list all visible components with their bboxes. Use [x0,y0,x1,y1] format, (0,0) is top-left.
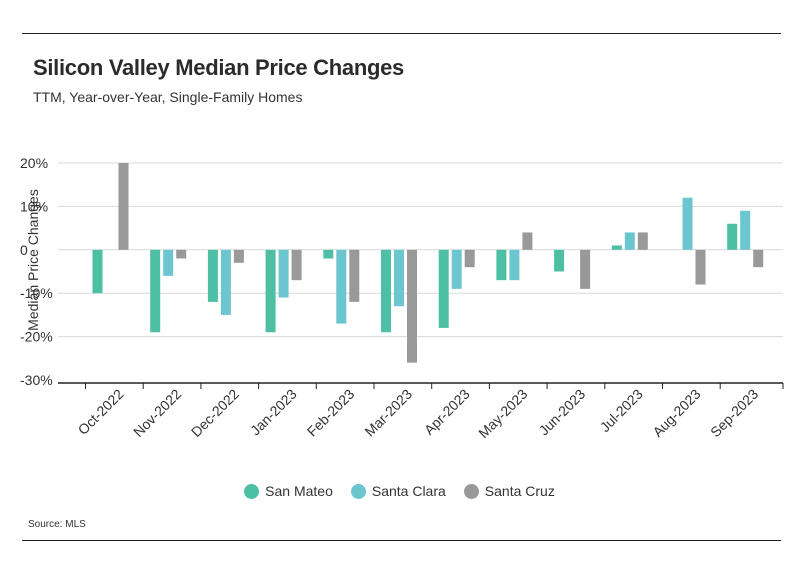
y-tick-label: 0 [20,242,28,258]
bar-santa-clara-may-2023 [509,249,520,281]
source-note: Source: MLS [28,519,86,530]
legend-label-santa-clara: Santa Clara [371,483,446,499]
legend-label-santa-cruz: Santa Cruz [484,483,555,499]
x-tick-label: Jun-2023 [536,386,589,439]
x-tick-label: Sep-2023 [707,386,761,440]
bar-san-mateo-feb-2023 [323,249,334,259]
bar-santa-cruz-apr-2023 [464,249,475,268]
legend-item-santa-cruz[interactable]: Santa Cruz [463,483,555,499]
chart-title: Silicon Valley Median Price Changes [33,55,404,80]
bar-santa-cruz-nov-2022 [176,249,187,259]
legend-swatch-santa-cruz [463,483,479,499]
x-tick-label: Oct-2022 [75,386,127,438]
bar-santa-cruz-jul-2023 [637,232,648,250]
bar-santa-cruz-feb-2023 [349,249,360,302]
y-tick-label: -10% [20,285,53,301]
x-tick-label: Nov-2022 [130,386,184,440]
legend-item-san-mateo[interactable]: San Mateo [244,483,333,499]
bar-santa-clara-sep-2023 [740,210,751,250]
bar-santa-cruz-oct-2022 [118,163,129,250]
bar-san-mateo-oct-2022 [92,249,103,294]
x-tick-label: Aug-2023 [649,386,703,440]
bar-santa-cruz-jun-2023 [580,249,591,289]
bar-santa-cruz-dec-2022 [233,249,244,263]
bar-san-mateo-sep-2023 [727,223,738,250]
chart-subtitle: TTM, Year-over-Year, Single-Family Homes [33,89,303,105]
bar-santa-clara-nov-2022 [163,249,174,276]
x-tick-label: Jul-2023 [597,386,646,435]
bar-santa-cruz-may-2023 [522,232,533,250]
bar-san-mateo-nov-2022 [150,249,161,333]
bar-santa-clara-mar-2023 [394,249,404,307]
x-tick-label: May-2023 [475,386,530,441]
y-tick-label: -20% [20,329,53,345]
x-tick-label: Mar-2023 [361,386,415,440]
bar-santa-clara-jan-2023 [278,249,289,298]
legend-swatch-san-mateo [244,483,260,499]
bar-santa-cruz-mar-2023 [407,249,417,363]
x-tick-label: Dec-2022 [188,386,242,440]
bar-san-mateo-jun-2023 [554,249,565,272]
bar-santa-clara-apr-2023 [451,249,462,289]
bar-santa-clara-jul-2023 [624,232,635,250]
x-tick-label: Feb-2023 [304,386,358,440]
bar-santa-cruz-jan-2023 [291,249,302,281]
legend-swatch-santa-clara [350,483,366,499]
bar-santa-cruz-aug-2023 [695,249,706,285]
bar-santa-clara-dec-2022 [220,249,231,315]
bar-santa-cruz-sep-2023 [753,249,764,268]
y-tick-label: 20% [20,155,48,171]
bar-santa-clara-feb-2023 [336,249,347,324]
bar-san-mateo-apr-2023 [438,249,449,328]
legend-label-san-mateo: San Mateo [265,483,333,499]
top-rule [22,33,781,34]
bar-san-mateo-dec-2022 [207,249,218,302]
y-tick-label: -30% [20,372,53,388]
bar-san-mateo-mar-2023 [381,249,391,333]
bar-san-mateo-may-2023 [496,249,507,281]
bar-san-mateo-jul-2023 [611,245,622,250]
x-tick-label: Apr-2023 [421,386,473,438]
bottom-rule [22,540,781,541]
x-tick-label: Jan-2023 [247,386,300,439]
bar-san-mateo-jan-2023 [265,249,276,333]
legend-item-santa-clara[interactable]: Santa Clara [350,483,446,499]
y-tick-label: 10% [20,198,48,214]
bar-santa-clara-aug-2023 [682,197,693,250]
chart-legend: San Mateo Santa Clara Santa Cruz [0,483,799,499]
y-axis-title: Median Price Changes [25,189,41,331]
